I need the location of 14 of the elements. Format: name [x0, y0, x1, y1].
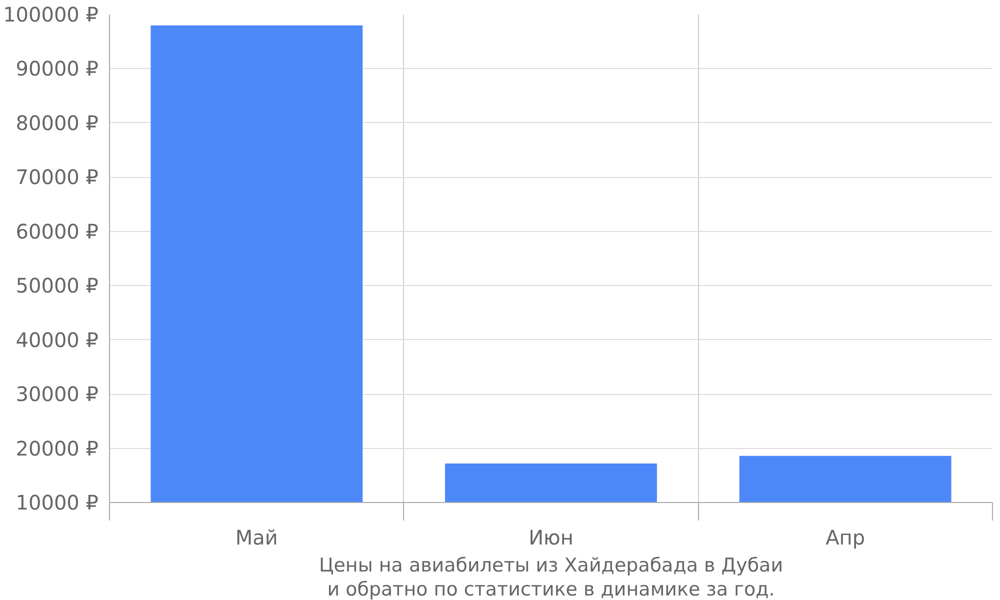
y-tick-label: 30000 ₽ — [16, 382, 99, 406]
y-tick-label: 100000 ₽ — [3, 2, 99, 26]
y-tick-label: 80000 ₽ — [16, 110, 99, 135]
x-tick-label: Июн — [528, 526, 574, 550]
y-tick-label: 90000 ₽ — [16, 56, 99, 81]
y-tick-label: 50000 ₽ — [16, 274, 99, 298]
x-tick-label: Апр — [826, 526, 866, 550]
text: Цены на авиабилеты из Хайдерабада в Дубаи и обратно по статистике в динамике за год. — [318, 554, 784, 600]
y-tick-label: 20000 ₽ — [16, 436, 99, 460]
y-tick-label: 60000 ₽ — [16, 219, 99, 244]
y-tick-label: 40000 ₽ — [16, 328, 99, 352]
y-tick-label: 70000 ₽ — [16, 165, 99, 190]
x-tick-label: Май — [235, 526, 278, 550]
y-tick-label: 10000 ₽ — [16, 490, 99, 514]
